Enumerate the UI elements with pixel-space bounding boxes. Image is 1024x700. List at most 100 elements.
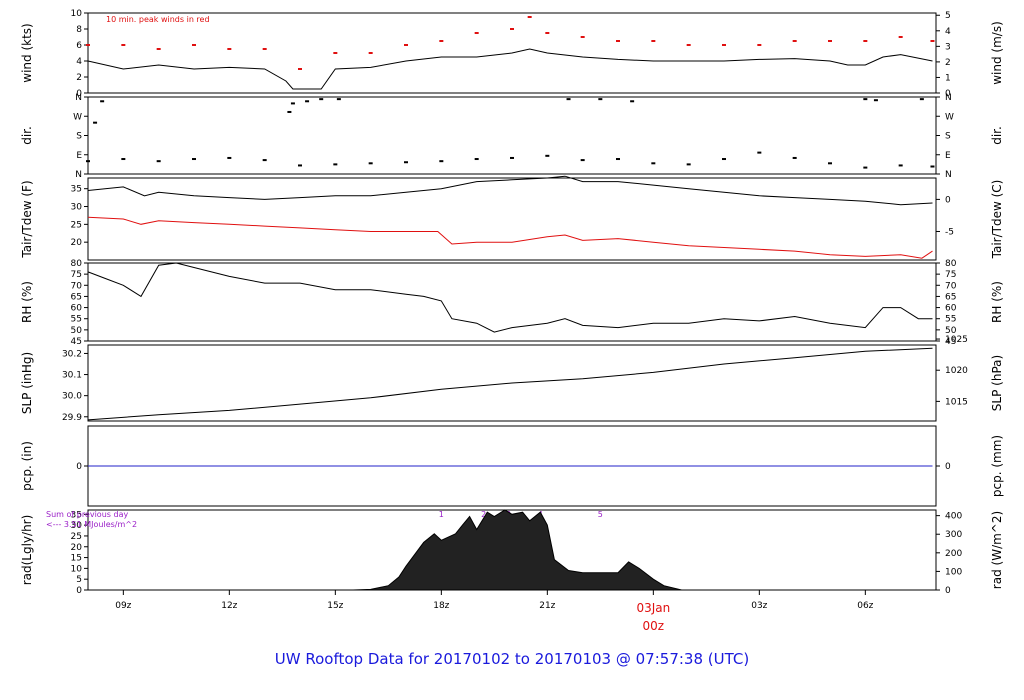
left-tick-label: 5 xyxy=(76,575,82,585)
peak-wind-mark xyxy=(121,44,126,46)
rad-marker: 1 xyxy=(439,510,444,519)
left-tick-label: 25 xyxy=(71,532,82,542)
peak-wind-mark xyxy=(368,52,373,54)
dir-point xyxy=(828,162,832,165)
right-tick-label: W xyxy=(945,112,954,122)
left-tick-label: 10 xyxy=(71,9,83,19)
temp-series-line xyxy=(87,175,933,206)
left-tick-label: 6 xyxy=(76,41,82,51)
dir-point xyxy=(262,159,267,162)
right-tick-label: 0 xyxy=(945,462,951,472)
left-tick-label: 35 xyxy=(71,185,82,195)
dir-point xyxy=(439,160,444,163)
wind-annotation: 10 min. peak winds in red xyxy=(106,15,210,24)
rad-marker: 2 xyxy=(481,510,486,519)
wind-panel: 0 2 4 6 8 10 0 1 2 3 4 5 wind (kts) wind (m/s) 10 min.… xyxy=(20,9,1004,99)
left-tick-label: 4 xyxy=(76,57,82,67)
dir-point xyxy=(919,98,924,101)
rh-ylabel-left: RH (%) xyxy=(20,281,34,323)
peak-wind-mark xyxy=(404,44,408,46)
right-tick-label: 55 xyxy=(945,315,956,325)
dir-point xyxy=(336,98,341,101)
left-tick-label: 75 xyxy=(71,270,82,280)
peak-wind-mark xyxy=(298,68,302,70)
dir-point xyxy=(93,121,98,124)
dir-point xyxy=(86,160,90,163)
dir-point xyxy=(333,163,338,166)
dir-point xyxy=(156,160,161,163)
dir-point xyxy=(227,156,232,159)
right-tick-label: N xyxy=(945,170,952,180)
right-tick-label: 200 xyxy=(945,549,962,559)
right-tick-label: 400 xyxy=(945,512,962,522)
left-tick-label: 30.1 xyxy=(62,371,82,381)
left-tick-label: 8 xyxy=(76,25,82,35)
right-tick-label: 1020 xyxy=(945,366,968,376)
x-tick-label: 06z xyxy=(857,601,873,611)
peak-wind-mark xyxy=(439,40,444,42)
left-tick-label: 55 xyxy=(71,315,82,325)
slp-panel: 29.9 30.0 30.1 30.2 1015 1020 1025 SLP (inHg) SL… xyxy=(20,335,1004,423)
dir-point xyxy=(192,158,196,161)
rad-annotation-line: Sum of previous day xyxy=(46,510,128,519)
right-tick-label: S xyxy=(945,132,951,142)
slp-frame xyxy=(87,344,937,422)
slp-ylabel-right: SLP (hPa) xyxy=(990,355,1004,411)
rad-marker: 5 xyxy=(598,510,603,519)
dir-point xyxy=(305,100,310,103)
dir-point xyxy=(898,164,903,167)
right-tick-label: 1 xyxy=(945,73,951,83)
pcp-panel: 0 0 pcp. (in) pcp. (mm) xyxy=(20,425,1004,507)
left-tick-label: 0 xyxy=(76,89,82,99)
rad-ylabel-right: rad (W/m^2) xyxy=(990,511,1004,589)
dir-point xyxy=(722,158,726,161)
left-tick-label: 50 xyxy=(71,326,83,336)
left-tick-label: 30 xyxy=(71,521,83,531)
left-tick-label: 60 xyxy=(71,304,83,314)
peak-wind-mark xyxy=(510,28,514,30)
dir-point xyxy=(863,166,868,169)
dir-point xyxy=(580,159,585,162)
dir-point xyxy=(404,161,408,164)
chart-title: UW Rooftop Data for 20170102 to 20170103… xyxy=(274,650,750,668)
left-tick-label: 30.0 xyxy=(62,392,82,402)
peak-wind-mark xyxy=(863,40,868,42)
right-tick-label: E xyxy=(945,151,951,161)
dir-point xyxy=(121,158,126,161)
right-tick-label: 4 xyxy=(945,27,951,37)
peak-wind-mark xyxy=(792,40,797,42)
peak-wind-mark xyxy=(527,16,532,18)
left-tick-label: 15 xyxy=(71,554,82,564)
x-axis: 09z 12z 15z 18z 21z 03Jan 00z 03z 06z xyxy=(115,590,874,633)
dir-point xyxy=(598,98,603,101)
rad-annotation-line: <--- 3.51 MJoules/m^2 xyxy=(46,520,137,529)
rad-area xyxy=(352,509,682,591)
right-tick-label: 50 xyxy=(945,326,957,336)
peak-wind-mark xyxy=(333,52,338,54)
x-tick-label: 03Jan xyxy=(636,601,670,615)
dir-point xyxy=(474,158,479,161)
slp-series-line xyxy=(87,347,933,421)
peak-wind-mark xyxy=(722,44,726,46)
dir-point xyxy=(651,162,656,165)
wind-ylabel-left: wind (kts) xyxy=(20,23,34,82)
peak-wind-mark xyxy=(156,48,161,50)
wind-series-line xyxy=(87,48,933,90)
left-tick-label: 70 xyxy=(71,281,83,291)
dir-point xyxy=(630,100,635,103)
right-tick-label: 80 xyxy=(945,259,957,269)
left-tick-label: 10 xyxy=(71,564,83,574)
dir-point xyxy=(566,98,571,101)
left-tick-label: 2 xyxy=(76,73,82,83)
right-tick-label: 3 xyxy=(945,42,951,52)
dir-point xyxy=(930,165,935,168)
peak-wind-mark xyxy=(757,44,762,46)
left-tick-label: E xyxy=(76,151,82,161)
x-tick-label: 18z xyxy=(433,601,449,611)
left-tick-label: 30.2 xyxy=(62,349,82,359)
peak-wind-mark xyxy=(930,40,935,42)
